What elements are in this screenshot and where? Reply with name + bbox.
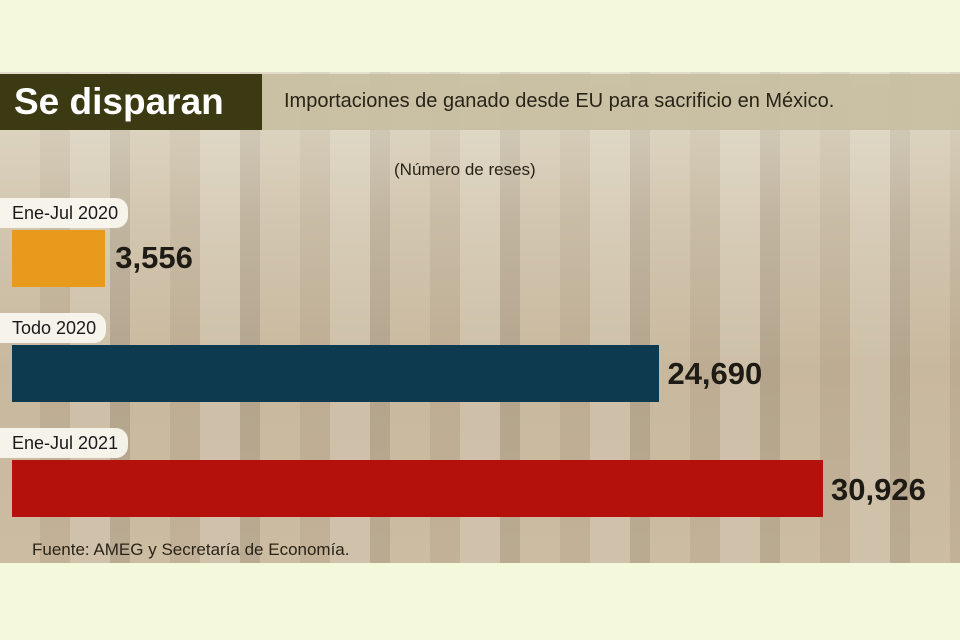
bar-ene-jul-2020	[12, 230, 106, 287]
bar-todo-2020	[12, 345, 660, 402]
category-label-1: Todo 2020	[0, 313, 107, 343]
category-label-2: Ene-Jul 2021	[0, 428, 129, 458]
value-label-0: 3,556	[115, 240, 193, 275]
unit-label: (Número de reses)	[394, 160, 536, 179]
source-note: Fuente: AMEG y Secretaría de Economía.	[32, 540, 350, 559]
value-label-2: 30,926	[831, 472, 926, 507]
category-label-0: Ene-Jul 2020	[0, 198, 129, 228]
chart-subtitle: Importaciones de ganado desde EU para sa…	[262, 74, 960, 130]
bar-ene-jul-2021	[12, 460, 823, 517]
chart-title: Se disparan	[0, 74, 262, 130]
value-label-1: 24,690	[667, 356, 763, 391]
